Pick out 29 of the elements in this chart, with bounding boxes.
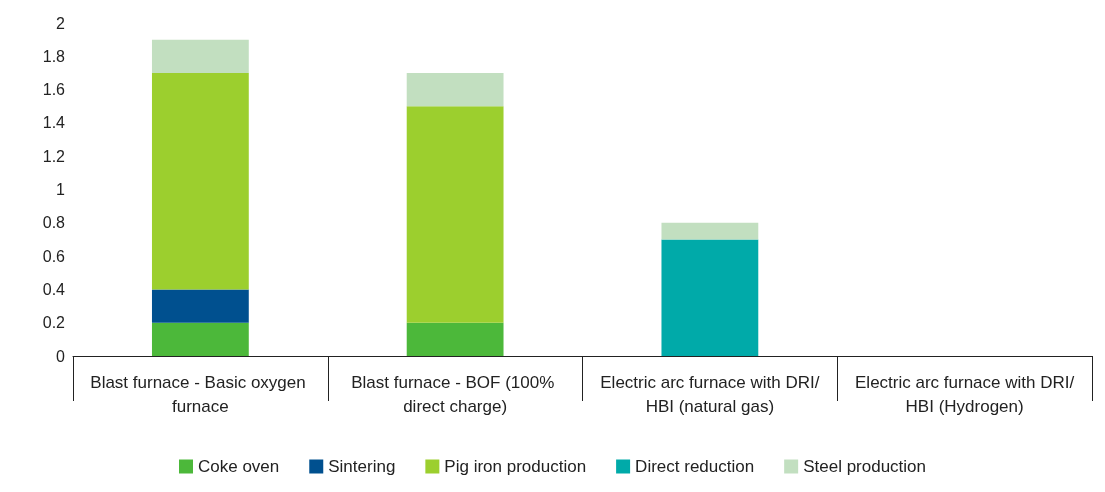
y-tick-label: 0	[56, 347, 66, 365]
legend-label: Direct reduction	[635, 457, 755, 476]
x-tick-label: Electric arc furnace with DRI/HBI (Hydrogen)	[855, 372, 1075, 416]
bar	[661, 222, 759, 240]
y-tick-label: 0.4	[42, 280, 66, 298]
legend-label: Coke oven	[197, 457, 280, 476]
x-tick-label: Blast furnace - Basic oxygen furnace	[90, 372, 311, 416]
y-tick-label: 1.4	[42, 114, 66, 132]
bar	[151, 39, 249, 73]
legend-label: Pig iron production	[444, 457, 587, 476]
bar	[661, 239, 759, 356]
y-tick-label: 2	[56, 14, 66, 32]
legend-label: Sintering	[328, 457, 396, 476]
y-tick-label: 1.2	[42, 147, 66, 165]
bar	[151, 289, 249, 323]
y-tick-label: 1	[56, 181, 66, 198]
y-tick-label: 0.8	[42, 214, 66, 232]
legend-label: Steel production	[803, 457, 927, 476]
bar	[151, 322, 249, 356]
y-tick-label: 1.8	[42, 47, 66, 65]
y-tick-label: 0.6	[42, 247, 66, 265]
y-tick-label: 1.6	[42, 81, 66, 99]
y-tick-label: 0.2	[42, 314, 66, 332]
x-tick-label: Electric arc furnace with DRI/HBI (natural gas)	[600, 372, 820, 416]
bar	[406, 106, 504, 323]
x-tick-label: Blast furnace - BOF (100% direct charge)	[351, 372, 560, 416]
bar	[151, 72, 249, 290]
bar	[406, 322, 504, 356]
bar	[406, 72, 504, 107]
